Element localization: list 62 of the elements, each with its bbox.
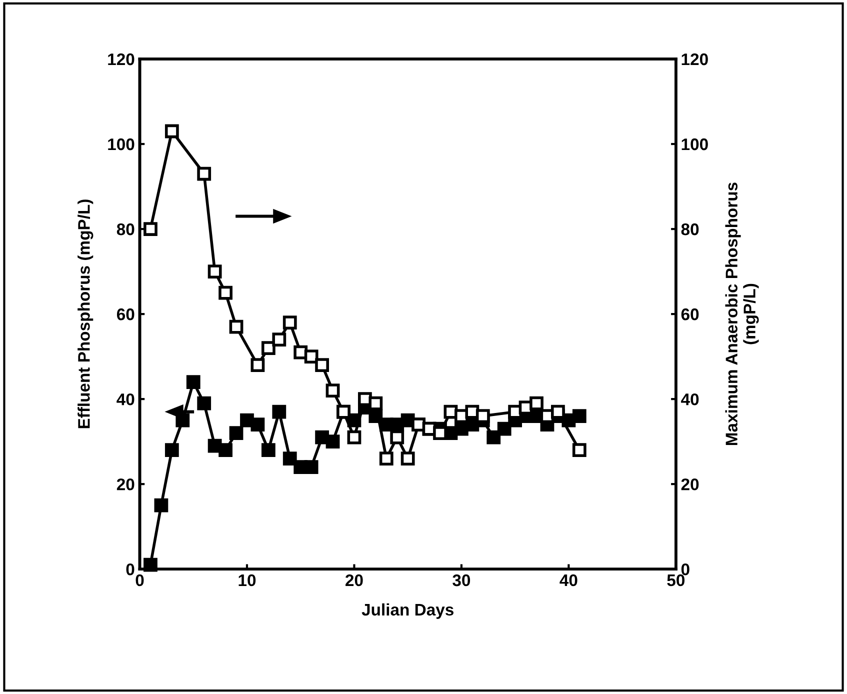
y2-tick-label: 120	[682, 53, 708, 66]
point	[390, 430, 404, 444]
point	[326, 384, 340, 398]
point	[164, 124, 179, 138]
point	[368, 396, 383, 410]
point	[347, 430, 362, 444]
y2-tick-label: 100	[682, 138, 708, 150]
y-tick-label: 60	[116, 308, 134, 320]
y-axis-title: Effluent Phosphorus (mgP/L)	[78, 200, 94, 428]
point	[315, 358, 329, 372]
point	[144, 222, 158, 236]
y2-tick-label: 20	[681, 478, 699, 490]
y-tick-label: 40	[116, 393, 134, 406]
point	[154, 498, 168, 512]
point	[476, 409, 490, 423]
point	[261, 443, 276, 458]
point	[186, 375, 200, 389]
point	[272, 332, 286, 346]
point	[530, 396, 544, 410]
point	[218, 443, 232, 458]
y2-tick-label: 0	[681, 563, 690, 576]
point	[272, 404, 286, 419]
point	[261, 341, 276, 355]
point	[572, 443, 586, 458]
point	[208, 264, 222, 278]
point	[176, 413, 190, 428]
point	[282, 316, 297, 330]
point	[304, 460, 318, 474]
x-tick-label: 30	[452, 574, 470, 586]
x-tick-label: 50	[667, 574, 684, 586]
point	[250, 358, 265, 372]
x-tick-label: 40	[560, 574, 578, 586]
y-tick-label: 80	[116, 223, 134, 236]
point	[197, 166, 212, 181]
y-tick-label: 0	[126, 563, 134, 576]
point	[315, 430, 329, 444]
point	[572, 409, 586, 423]
point	[486, 430, 501, 444]
y2-tick-label: 40	[681, 393, 699, 406]
y-tick-label: 120	[108, 53, 134, 66]
y2-axis-title: Maximum Anaerobic Phosphorus (mgP/L)	[725, 182, 759, 446]
x-tick-label: 0	[136, 574, 144, 586]
point	[282, 452, 297, 466]
x-axis-title: Julian Days	[362, 603, 454, 619]
point	[304, 350, 318, 364]
point	[229, 320, 244, 334]
point	[250, 418, 265, 432]
point	[379, 452, 394, 466]
point	[326, 434, 340, 448]
point	[197, 396, 212, 410]
point	[218, 286, 232, 300]
y2-tick-label: 80	[681, 223, 699, 236]
y2-tick-label: 60	[681, 308, 699, 320]
point	[551, 404, 565, 419]
x-tick-label: 10	[238, 574, 256, 586]
point	[164, 443, 179, 458]
x-tick-label: 20	[346, 574, 363, 586]
y-tick-label: 20	[116, 478, 134, 490]
point	[497, 422, 512, 436]
y-tick-label: 100	[108, 138, 134, 150]
point	[400, 452, 415, 466]
point	[229, 426, 244, 440]
